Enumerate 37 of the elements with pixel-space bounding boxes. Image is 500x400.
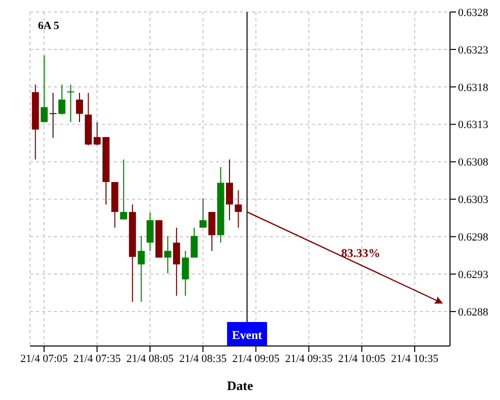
x-tick-label: 21/4 08:05 — [126, 352, 174, 365]
x-tick-label: 21/4 10:35 — [391, 352, 439, 365]
candlestick — [50, 92, 57, 138]
annotation: 83.33% — [341, 246, 380, 260]
y-tick-label: 0.6328 — [458, 6, 489, 19]
candlestick — [67, 84, 74, 123]
x-tick-label: 21/4 07:05 — [20, 352, 68, 365]
candlestick — [58, 84, 66, 116]
candlestick — [173, 227, 180, 296]
ref-line-label: Event — [232, 328, 262, 342]
candlestick — [208, 211, 216, 252]
x-tick-label: 21/4 07:35 — [73, 352, 122, 365]
y-tick-label: 0.6293 — [458, 269, 489, 282]
candlestick — [146, 212, 154, 252]
y-tick-label: 0.6318 — [458, 82, 489, 94]
candlestick — [40, 54, 48, 123]
text: 6A 5 — [38, 20, 60, 32]
candlestick — [120, 159, 128, 220]
candlestick — [182, 250, 189, 296]
candlestick — [234, 190, 242, 228]
y-tick-label: 0.6298 — [458, 232, 489, 244]
candlestick — [76, 92, 83, 123]
x-tick-label: 21/4 09:05 — [232, 352, 280, 365]
candlestick — [200, 198, 207, 228]
x-tick-label: 21/4 10:05 — [338, 352, 386, 365]
y-tick-label: 0.6303 — [458, 194, 489, 206]
candlestick — [226, 159, 233, 221]
x-tick-label: 21/4 08:35 — [179, 352, 228, 365]
y-tick-label: 0.6313 — [458, 119, 489, 132]
candlestick — [190, 227, 198, 258]
candlestick — [164, 235, 172, 274]
y-tick-label: 0.6323 — [458, 44, 489, 56]
candlestick — [138, 235, 145, 302]
y-tick-label: 0.6288 — [458, 306, 489, 318]
x-tick-label: 21/4 09:35 — [285, 352, 333, 365]
x-axis-title: Date — [227, 378, 254, 393]
y-tick-label: 0.6308 — [458, 156, 489, 169]
